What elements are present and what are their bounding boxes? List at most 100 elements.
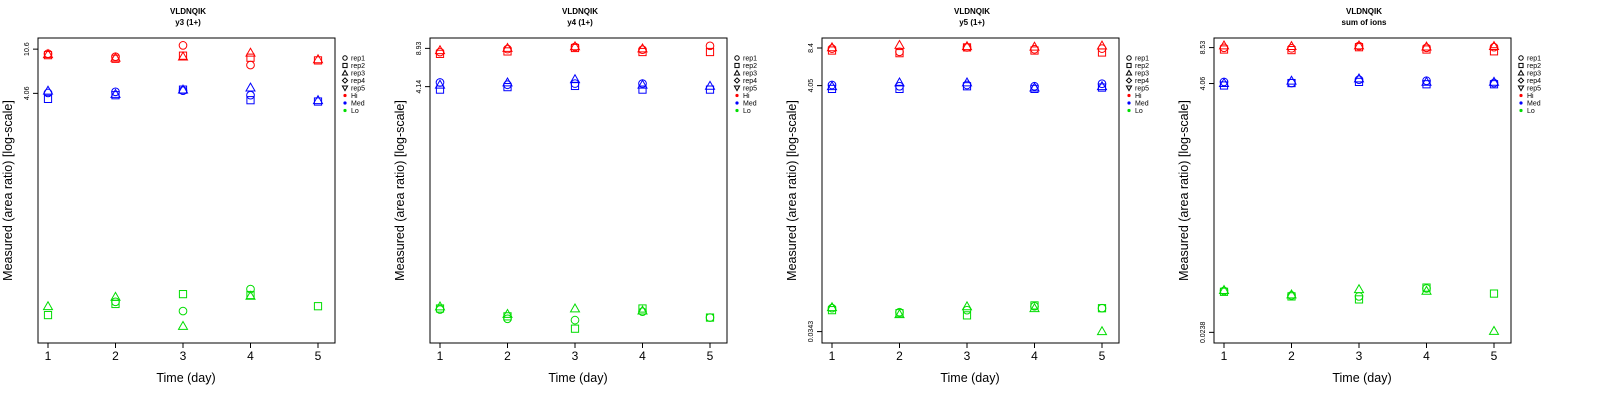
data-point-hi-rep3	[110, 52, 121, 62]
x-tick-label: 2	[896, 349, 903, 363]
x-tick-label: 3	[964, 349, 971, 363]
legend-marker-rep2	[342, 62, 348, 69]
legend-marker-rep5	[733, 85, 741, 92]
data-point-hi-rep1	[962, 43, 972, 52]
data-point-lo-rep2	[1422, 283, 1431, 292]
data-point-hi-rep3	[826, 41, 838, 52]
data-point-lo-rep3	[894, 308, 905, 319]
data-point-med-rep3	[1218, 77, 1230, 87]
y-tick-label: 10.6	[24, 42, 31, 56]
x-tick-label: 4	[247, 349, 254, 363]
data-point-lo-rep2	[705, 313, 715, 322]
y-axis-label: Measured (area ratio) [log-scale]	[393, 100, 407, 281]
data-point-lo-rep3	[1286, 289, 1297, 299]
chart-title: VLDNQIK	[170, 7, 206, 16]
x-tick-label: 2	[1288, 349, 1295, 363]
data-point-med-rep3	[1488, 76, 1500, 86]
data-point-hi-rep3	[1029, 41, 1040, 51]
data-point-lo-rep1	[1354, 292, 1364, 301]
y-tick-label: 4.14	[416, 80, 423, 94]
legend-marker-rep4	[1125, 77, 1133, 84]
data-point-hi-rep2	[1422, 45, 1431, 54]
x-tick-label: 4	[1423, 349, 1430, 363]
data-point-lo-rep2	[962, 311, 972, 320]
x-tick-label: 1	[45, 349, 52, 363]
legend-marker-rep2	[734, 62, 740, 69]
legend-marker-rep1	[1126, 55, 1132, 61]
data-point-lo-rep3	[961, 300, 973, 311]
data-point-hi-rep2	[895, 49, 904, 58]
plot-frame	[429, 37, 728, 344]
legend-dot-hi	[735, 93, 739, 98]
y-axis-label: Measured (area ratio) [log-scale]	[1177, 100, 1191, 281]
data-point-lo-rep3	[826, 301, 838, 312]
y-axis-label: Measured (area ratio) [log-scale]	[785, 100, 799, 281]
data-point-hi-rep3	[312, 53, 324, 64]
data-point-med-rep3	[1096, 80, 1108, 91]
data-point-hi-rep1	[705, 41, 715, 51]
data-point-lo-rep3	[110, 291, 121, 301]
legend-dot-lo	[735, 108, 739, 113]
data-point-hi-rep3	[961, 40, 973, 51]
data-point-lo-rep2	[1097, 304, 1107, 313]
data-point-hi-rep3	[177, 51, 189, 61]
legend-label-rep3: rep3	[743, 71, 757, 78]
data-point-lo-rep1	[111, 297, 120, 307]
chart-subtitle: y5 (1+)	[959, 18, 985, 27]
data-point-lo-rep2	[178, 290, 188, 299]
x-tick-label: 5	[1491, 349, 1498, 363]
data-point-hi-rep3	[1286, 40, 1297, 50]
x-tick-label: 1	[437, 349, 444, 363]
data-point-lo-rep2	[43, 310, 53, 320]
data-point-hi-rep3	[434, 44, 446, 55]
data-point-med-rep3	[312, 94, 324, 105]
data-point-hi-rep2	[1287, 46, 1296, 55]
data-point-lo-rep3	[569, 302, 581, 313]
legend-dot-med	[1519, 101, 1523, 105]
legend-label-rep2: rep2	[1527, 63, 1541, 70]
data-point-hi-rep3	[1096, 40, 1108, 50]
data-point-med-rep3	[502, 76, 513, 87]
data-point-lo-rep3	[1218, 284, 1230, 294]
legend-label-rep2: rep2	[1135, 63, 1149, 70]
legend-label-rep5: rep5	[743, 86, 757, 93]
legend-label-hi: Hi	[351, 93, 358, 100]
data-point-med-rep1	[570, 79, 580, 88]
legend-label-rep4: rep4	[1135, 78, 1149, 85]
data-point-med-rep3	[637, 79, 648, 89]
legend-label-rep4: rep4	[351, 78, 365, 85]
data-point-hi-rep2	[246, 53, 255, 62]
data-point-lo-rep3	[245, 290, 256, 300]
legend-label-lo: Lo	[1527, 108, 1535, 115]
legend-label-rep5: rep5	[351, 86, 365, 93]
legend-label-med: Med	[351, 101, 365, 108]
data-point-lo-rep3	[1488, 325, 1500, 335]
data-point-hi-rep3	[42, 48, 54, 59]
y-axis-label: Measured (area ratio) [log-scale]	[1, 100, 15, 281]
legend-dot-hi	[1127, 93, 1131, 98]
data-point-lo-rep3	[434, 300, 446, 311]
x-tick-label: 4	[639, 349, 646, 363]
legend-dot-hi	[343, 93, 347, 98]
data-point-lo-rep1	[178, 306, 188, 316]
legend-marker-rep5	[341, 85, 349, 92]
legend-marker-rep4	[341, 77, 349, 84]
data-point-lo-rep3	[1096, 325, 1108, 336]
data-point-lo-rep1	[246, 284, 255, 294]
legend-label-rep1: rep1	[1135, 56, 1149, 63]
legend-label-lo: Lo	[1135, 108, 1143, 115]
y-tick-label: 0.0238	[1200, 322, 1207, 344]
legend-marker-rep5	[1517, 85, 1525, 92]
data-point-lo-rep3	[42, 300, 54, 311]
legend-dot-hi	[1519, 93, 1523, 98]
y-tick-label: 8.4	[808, 43, 815, 53]
chart-title: VLDNQIK	[1346, 7, 1382, 16]
data-point-hi-rep1	[435, 47, 445, 57]
x-tick-label: 5	[315, 349, 322, 363]
legend-dot-lo	[1519, 108, 1523, 113]
legend-dot-med	[343, 101, 347, 105]
data-point-med-rep3	[826, 80, 838, 91]
data-point-lo-rep2	[1030, 301, 1039, 310]
